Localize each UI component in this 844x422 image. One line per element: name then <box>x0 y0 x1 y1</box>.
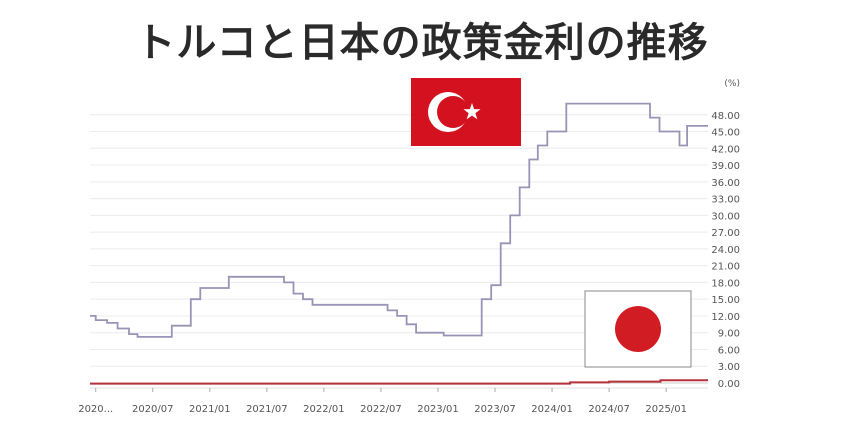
japan-rate-line <box>90 379 708 385</box>
y-tick-label: 6.00 <box>718 345 740 356</box>
y-tick-label: 39.00 <box>711 161 740 172</box>
x-tick-label: 2021/07 <box>246 404 288 415</box>
x-tick-label: 2020... <box>78 404 113 415</box>
y-tick-label: 18.00 <box>711 278 740 289</box>
x-tick-label: 2022/01 <box>303 404 345 415</box>
turkey-flag-icon <box>411 78 521 146</box>
y-tick-label: 48.00 <box>711 111 740 122</box>
y-tick-label: 9.00 <box>718 329 740 340</box>
y-tick-label: 45.00 <box>711 128 740 139</box>
y-tick-label: 15.00 <box>711 295 740 306</box>
y-tick-label: 0.00 <box>718 379 740 390</box>
y-tick-label: 24.00 <box>711 245 740 256</box>
japan-flag-icon <box>584 290 692 368</box>
x-tick-label: 2023/07 <box>474 404 516 415</box>
x-tick-label: 2024/01 <box>531 404 573 415</box>
y-tick-label: 21.00 <box>711 262 740 273</box>
x-tick-label: 2020/07 <box>132 404 174 415</box>
y-tick-label: 12.00 <box>711 312 740 323</box>
y-tick-label: 3.00 <box>718 362 740 373</box>
y-tick-label: 36.00 <box>711 178 740 189</box>
x-tick-label: 2021/01 <box>189 404 231 415</box>
y-tick-label: 27.00 <box>711 228 740 239</box>
y-tick-label: 30.00 <box>711 211 740 222</box>
y-unit-label: (%) <box>724 79 740 89</box>
turkey-rate-line <box>90 102 708 338</box>
chart-title: トルコと日本の政策金利の推移 <box>135 20 709 66</box>
x-tick-label: 2022/07 <box>360 404 402 415</box>
x-tick-label: 2024/07 <box>588 404 630 415</box>
x-tick-label: 2023/01 <box>417 404 459 415</box>
y-tick-label: 33.00 <box>711 195 740 206</box>
y-tick-label: 42.00 <box>711 144 740 155</box>
x-tick-label: 2025/01 <box>645 404 687 415</box>
